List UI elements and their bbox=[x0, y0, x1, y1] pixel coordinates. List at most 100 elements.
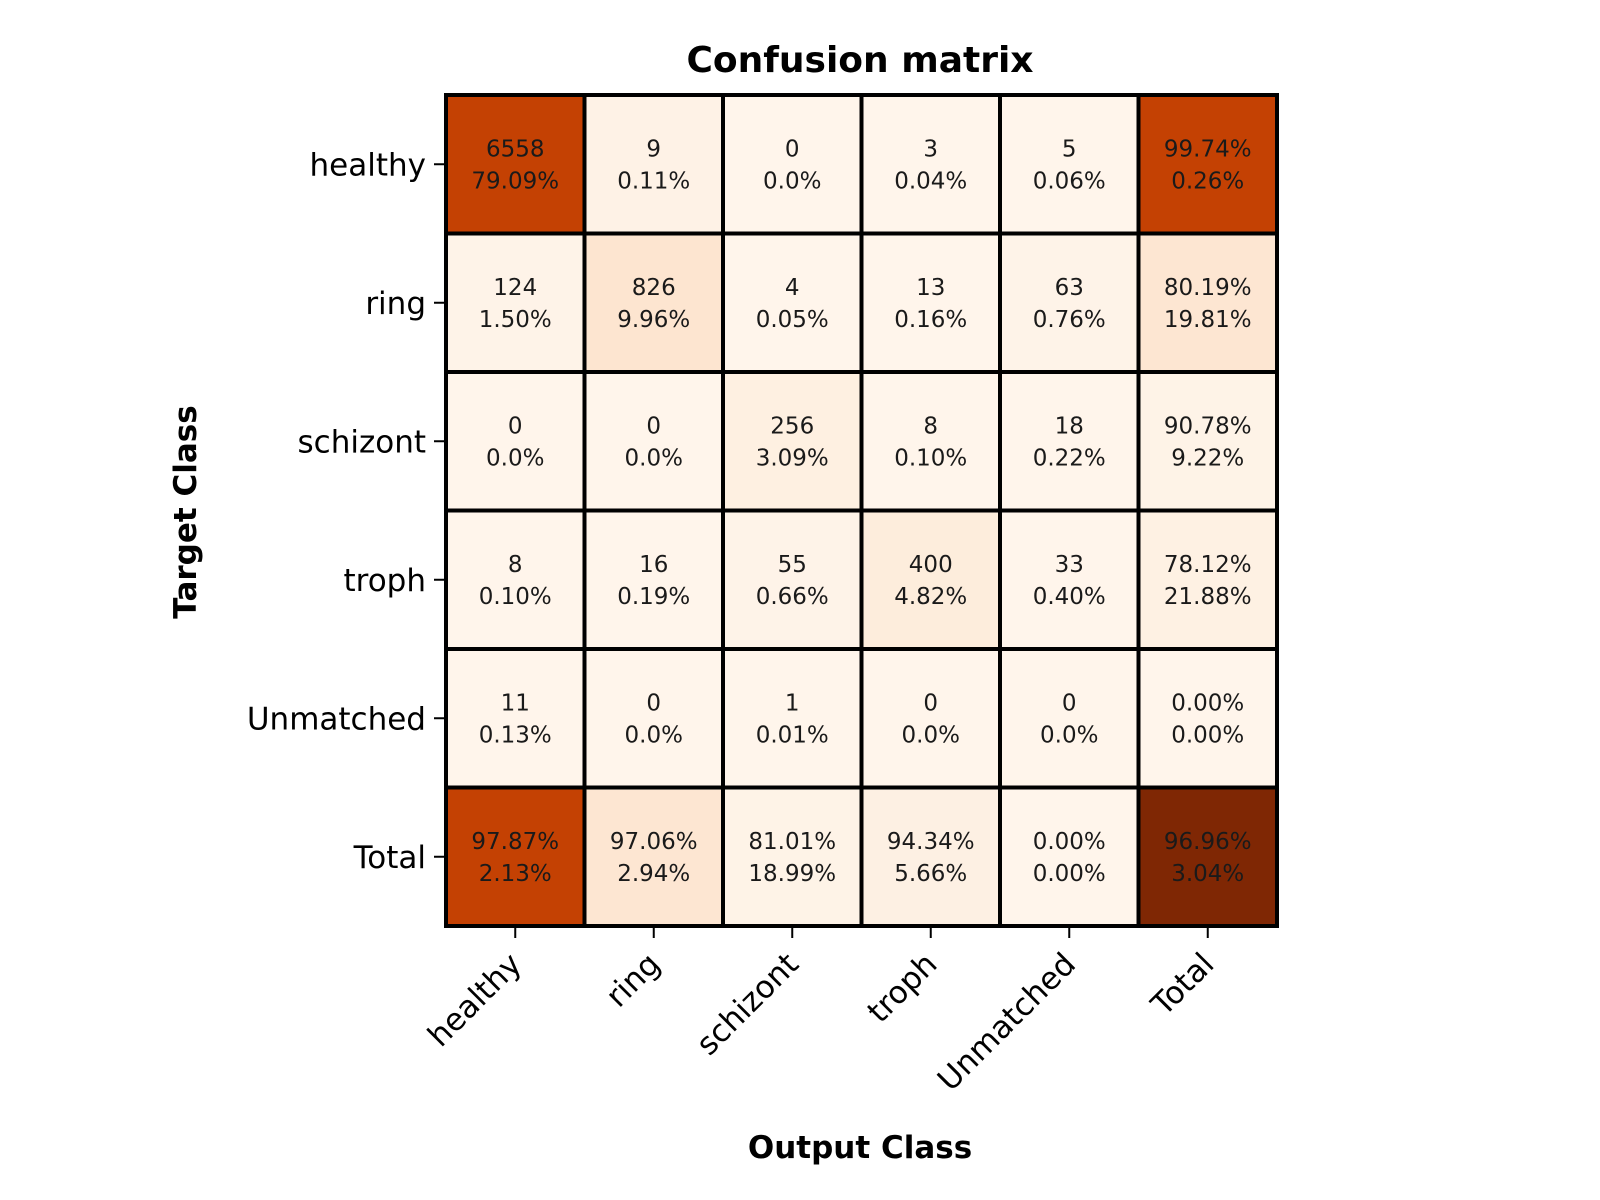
y-axis: healthy ring schizont troph Unmatched Total bbox=[247, 147, 446, 876]
cell-value-unmatched-healthy: 11 bbox=[501, 690, 530, 716]
cell-value-schizont-unmatched: 18 bbox=[1055, 413, 1084, 439]
cell-healthy-ring bbox=[582, 93, 725, 236]
y-tick-label-total: Total bbox=[353, 840, 426, 876]
cell-value-troph-schizont: 55 bbox=[778, 552, 807, 578]
cell-percent-healthy-troph: 0.04% bbox=[894, 168, 967, 194]
cell-percent-ring-ring: 9.96% bbox=[617, 307, 690, 333]
cell-value-unmatched-troph: 0 bbox=[923, 690, 938, 716]
cell-value-total-unmatched: 0.00% bbox=[1033, 829, 1106, 855]
cell-ring-troph bbox=[859, 231, 1002, 374]
cell-value-schizont-schizont: 256 bbox=[770, 413, 814, 439]
cell-value-schizont-troph: 8 bbox=[923, 413, 938, 439]
x-tick-label-total: Total bbox=[1144, 946, 1221, 1023]
cell-unmatched-unmatched bbox=[998, 647, 1141, 790]
cell-percent-ring-troph: 0.16% bbox=[894, 307, 967, 333]
cell-percent-ring-total: 19.81% bbox=[1164, 307, 1252, 333]
cell-percent-unmatched-troph: 0.0% bbox=[902, 722, 960, 748]
cell-percent-unmatched-unmatched: 0.0% bbox=[1040, 722, 1098, 748]
cell-percent-healthy-ring: 0.11% bbox=[617, 168, 690, 194]
cell-value-schizont-total: 90.78% bbox=[1164, 413, 1252, 439]
x-tick-label-unmatched: Unmatched bbox=[931, 946, 1083, 1098]
cell-percent-healthy-unmatched: 0.06% bbox=[1033, 168, 1106, 194]
cell-value-healthy-ring: 9 bbox=[646, 136, 661, 162]
cell-healthy-schizont bbox=[721, 93, 864, 236]
x-tick-label-healthy: healthy bbox=[421, 946, 529, 1054]
cell-troph-ring bbox=[582, 508, 725, 651]
cell-percent-schizont-ring: 0.0% bbox=[625, 445, 683, 471]
cell-value-schizont-ring: 0 bbox=[646, 413, 661, 439]
x-tick-label-schizont: schizont bbox=[690, 946, 806, 1062]
cell-percent-unmatched-ring: 0.0% bbox=[625, 722, 683, 748]
cell-percent-unmatched-healthy: 0.13% bbox=[479, 722, 552, 748]
cell-percent-unmatched-total: 0.00% bbox=[1171, 722, 1244, 748]
cell-value-healthy-healthy: 6558 bbox=[486, 136, 545, 162]
cell-unmatched-healthy bbox=[444, 647, 587, 790]
cell-healthy-total bbox=[1136, 93, 1279, 236]
matrix-frame bbox=[444, 93, 1279, 928]
cell-value-healthy-unmatched: 5 bbox=[1062, 136, 1077, 162]
cell-percent-ring-schizont: 0.05% bbox=[756, 307, 829, 333]
cell-percent-unmatched-schizont: 0.01% bbox=[756, 722, 829, 748]
cell-percent-total-total: 3.04% bbox=[1171, 861, 1244, 887]
x-axis-label: Output Class bbox=[748, 1130, 972, 1166]
cell-value-total-total: 96.96% bbox=[1164, 829, 1252, 855]
cell-healthy-healthy bbox=[444, 93, 587, 236]
cell-percent-schizont-total: 9.22% bbox=[1171, 445, 1244, 471]
cell-healthy-troph bbox=[859, 93, 1002, 236]
cell-total-total bbox=[1136, 785, 1279, 928]
cell-percent-healthy-healthy: 79.09% bbox=[471, 168, 559, 194]
cell-value-unmatched-ring: 0 bbox=[646, 690, 661, 716]
y-axis-label: Target Class bbox=[168, 405, 204, 618]
cell-percent-troph-total: 21.88% bbox=[1164, 584, 1252, 610]
cell-troph-unmatched bbox=[998, 508, 1141, 651]
cell-value-troph-ring: 16 bbox=[639, 552, 668, 578]
cell-value-ring-ring: 826 bbox=[632, 275, 676, 301]
cell-schizont-schizont bbox=[721, 370, 864, 513]
cell-ring-unmatched bbox=[998, 231, 1141, 374]
cell-percent-troph-unmatched: 0.40% bbox=[1033, 584, 1106, 610]
cell-percent-schizont-healthy: 0.0% bbox=[486, 445, 544, 471]
y-tick-label-healthy: healthy bbox=[310, 147, 426, 183]
cell-value-total-schizont: 81.01% bbox=[748, 829, 836, 855]
cell-total-schizont bbox=[721, 785, 864, 928]
cell-value-ring-schizont: 4 bbox=[785, 275, 800, 301]
cell-value-healthy-schizont: 0 bbox=[785, 136, 800, 162]
y-tick-label-troph: troph bbox=[343, 563, 426, 599]
cell-percent-total-troph: 5.66% bbox=[894, 861, 967, 887]
cell-value-total-healthy: 97.87% bbox=[471, 829, 559, 855]
cell-percent-troph-troph: 4.82% bbox=[894, 584, 967, 610]
cell-value-healthy-total: 99.74% bbox=[1164, 136, 1252, 162]
chart-title: Confusion matrix bbox=[686, 40, 1033, 81]
cell-schizont-troph bbox=[859, 370, 1002, 513]
cell-ring-healthy bbox=[444, 231, 587, 374]
cell-value-troph-total: 78.12% bbox=[1164, 552, 1252, 578]
cell-value-troph-unmatched: 33 bbox=[1055, 552, 1084, 578]
cell-troph-total bbox=[1136, 508, 1279, 651]
x-tick-label-troph: troph bbox=[861, 946, 945, 1030]
cell-percent-schizont-unmatched: 0.22% bbox=[1033, 445, 1106, 471]
y-tick-label-schizont: schizont bbox=[298, 424, 427, 460]
cell-troph-schizont bbox=[721, 508, 864, 651]
cell-value-troph-healthy: 8 bbox=[508, 552, 523, 578]
cell-percent-healthy-total: 0.26% bbox=[1171, 168, 1244, 194]
cell-percent-ring-unmatched: 0.76% bbox=[1033, 307, 1106, 333]
cell-schizont-unmatched bbox=[998, 370, 1141, 513]
cell-troph-healthy bbox=[444, 508, 587, 651]
y-tick-label-ring: ring bbox=[365, 286, 426, 322]
x-tick-label-ring: ring bbox=[599, 946, 667, 1014]
cell-value-total-ring: 97.06% bbox=[610, 829, 698, 855]
cell-value-ring-total: 80.19% bbox=[1164, 275, 1252, 301]
cell-troph-troph bbox=[859, 508, 1002, 651]
cell-percent-troph-schizont: 0.66% bbox=[756, 584, 829, 610]
cell-value-ring-troph: 13 bbox=[916, 275, 945, 301]
cell-ring-ring bbox=[582, 231, 725, 374]
cell-schizont-healthy bbox=[444, 370, 587, 513]
cell-schizont-total bbox=[1136, 370, 1279, 513]
cell-value-unmatched-unmatched: 0 bbox=[1062, 690, 1077, 716]
cell-value-troph-troph: 400 bbox=[909, 552, 953, 578]
cell-schizont-ring bbox=[582, 370, 725, 513]
cell-total-unmatched bbox=[998, 785, 1141, 928]
cell-value-unmatched-schizont: 1 bbox=[785, 690, 800, 716]
